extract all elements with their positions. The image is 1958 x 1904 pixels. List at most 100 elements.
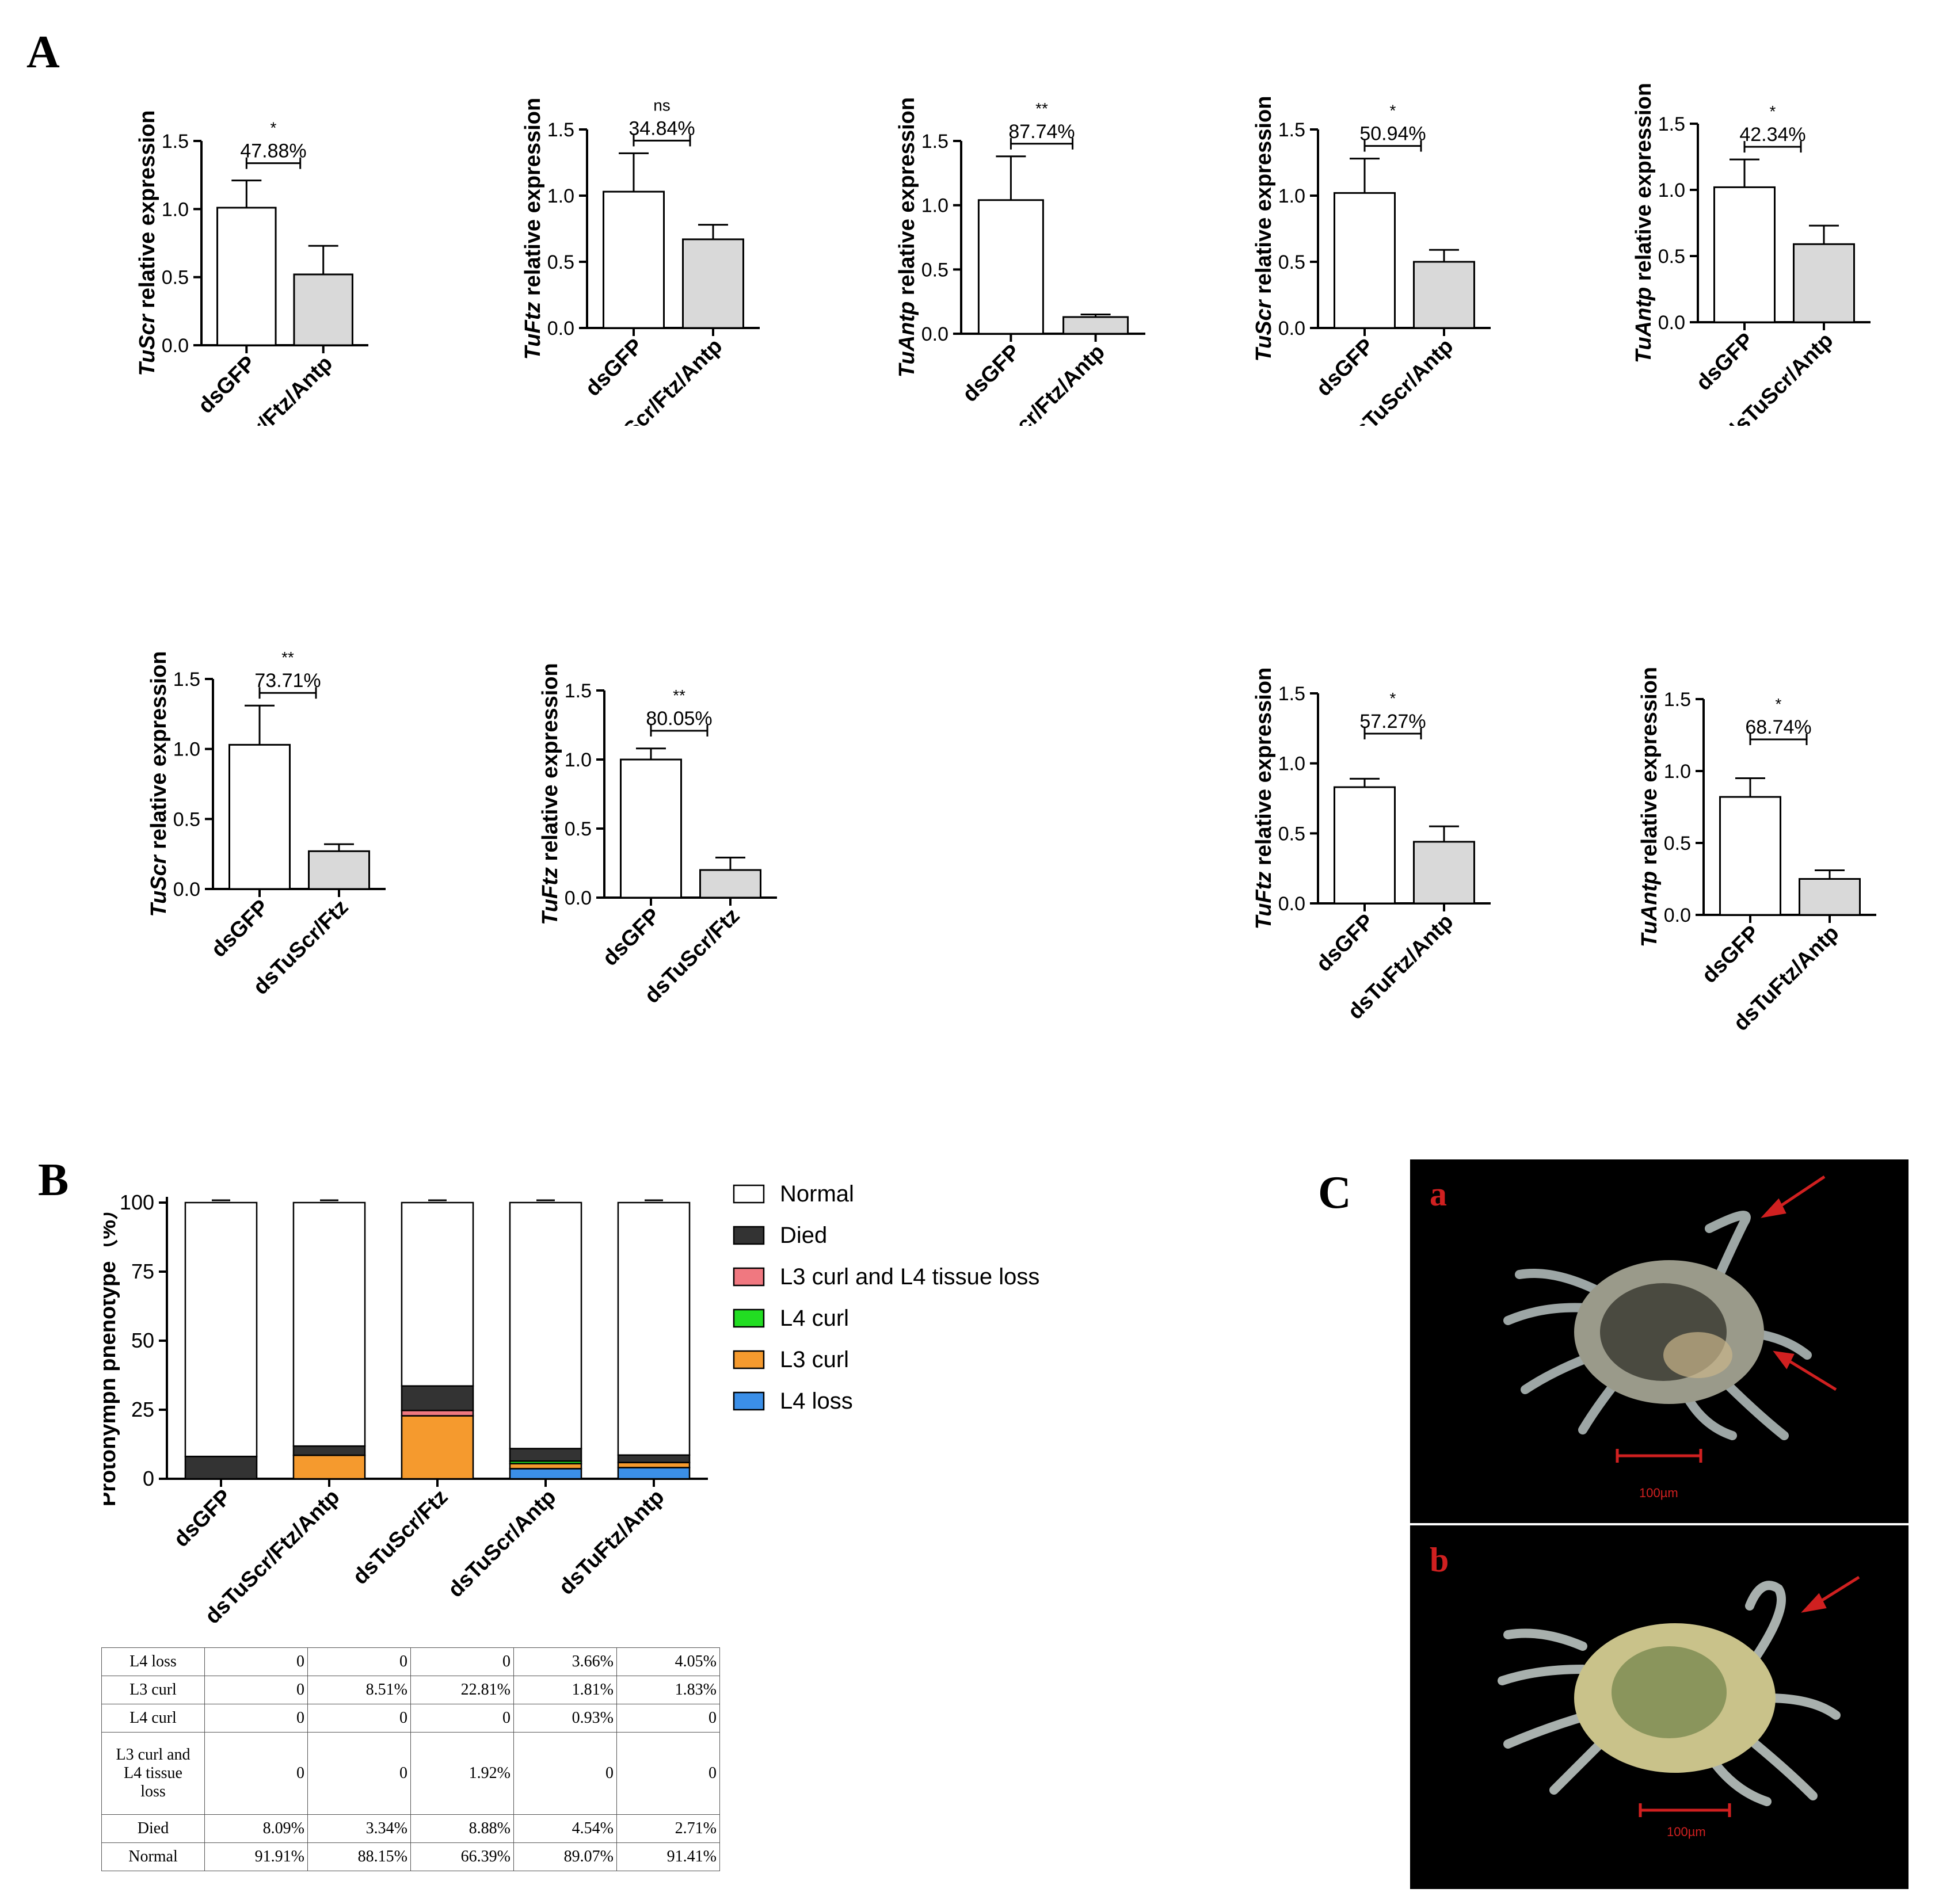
y-tick-label: 0.0	[162, 335, 189, 357]
table-cell: 0	[307, 1732, 411, 1815]
y-axis-label-gene: TuAntp	[1635, 287, 1656, 363]
stacked-segment	[617, 1462, 691, 1468]
legend-label: L4 curl	[780, 1306, 849, 1331]
y-axis-label: TuScr relative expression	[1252, 96, 1276, 362]
y-axis-label-text: relative expression	[1635, 83, 1656, 287]
x-tick-label: dsGFP	[1692, 329, 1758, 395]
control-bar	[603, 190, 665, 329]
table-cell: 0	[410, 1704, 514, 1733]
row-label: L4 curl	[101, 1704, 205, 1733]
y-tick-label: 1.5	[1278, 683, 1305, 705]
y-tick-label: 1.0	[173, 739, 200, 761]
treatment-bar	[293, 273, 353, 346]
y-axis-label-text: relative expression	[1252, 667, 1276, 872]
y-axis-label-text: relative expression	[895, 97, 919, 302]
x-tick-label: dsGFP	[1312, 910, 1378, 976]
row-label-line: L4 tissue	[124, 1764, 182, 1782]
percent-reduction-label: 42.34%	[1739, 124, 1805, 146]
percent-reduction-label: 34.84%	[628, 117, 695, 139]
significance-label: *	[1776, 695, 1782, 713]
table-row: Died 8.09% 3.34% 8.88% 4.54% 2.71%	[101, 1814, 720, 1843]
treatment-bar	[1062, 316, 1129, 335]
y-tick-label: 0.5	[921, 259, 948, 281]
table-cell: 1.92%	[410, 1732, 514, 1815]
y-axis-label-gene: TuFtz	[521, 302, 545, 360]
control-bar	[620, 758, 682, 899]
y-tick-label: 1.0	[1664, 761, 1691, 783]
table-row: Normal 91.91% 88.15% 66.39% 89.07% 91.41…	[101, 1842, 720, 1871]
y-axis-label-gene: TuScr	[147, 854, 171, 917]
significance-label: **	[281, 648, 294, 666]
table-cell: 0	[513, 1732, 617, 1815]
row-label-line: loss	[140, 1783, 166, 1800]
control-bar	[977, 199, 1044, 335]
scale-bar-label: 100µm	[1639, 1486, 1678, 1500]
control-bar	[216, 207, 277, 346]
row-label: L3 curl and L4 tissue loss	[101, 1732, 205, 1815]
x-tick-label: dsGFP	[193, 352, 260, 418]
mite-illustration	[1503, 1175, 1837, 1463]
y-tick-label: 0.0	[1664, 905, 1691, 926]
y-axis-label-text: relative expression	[135, 110, 159, 315]
y-tick-label: 1.0	[1658, 180, 1685, 201]
x-tick-label: dsGFP	[1697, 921, 1764, 988]
x-tick-label: dsGFP	[581, 334, 647, 401]
table-cell: 89.07%	[513, 1842, 617, 1871]
legend-swatch	[733, 1184, 765, 1204]
percent-reduction-label: 68.74%	[1745, 716, 1811, 738]
y-tick-label: 1.0	[565, 749, 592, 771]
y-axis-label-gene: TuScr	[1252, 299, 1276, 361]
percent-reduction-label: 87.74%	[1008, 121, 1075, 143]
stacked-segment	[292, 1454, 366, 1480]
table-cell: 0	[616, 1732, 720, 1815]
significance-label: **	[1035, 100, 1048, 117]
legend-swatch	[733, 1350, 765, 1369]
panel-label-b: B	[38, 1155, 69, 1205]
table-cell: 4.05%	[616, 1647, 720, 1676]
row-label: Died	[101, 1814, 205, 1843]
y-axis-label-text: relative expression	[147, 651, 171, 856]
y-axis-label-gene: TuAntp	[1637, 871, 1662, 947]
y-tick-label: 1.5	[565, 680, 592, 702]
table-row: L4 loss 0 0 0 3.66% 4.05%	[101, 1647, 720, 1676]
y-tick-label: 0.5	[565, 818, 592, 840]
row-label: L4 loss	[101, 1647, 205, 1676]
treatment-bar	[1413, 261, 1475, 329]
stacked-segment	[509, 1201, 582, 1449]
stacked-segment	[509, 1448, 582, 1462]
treatment-bar	[1413, 841, 1475, 905]
control-bar	[1334, 192, 1396, 329]
table-cell: 0	[307, 1704, 411, 1733]
control-bar	[1713, 186, 1776, 323]
legend-swatch	[733, 1391, 765, 1411]
y-tick-label: 0.5	[1658, 246, 1685, 268]
y-tick-label: 0.0	[547, 318, 574, 339]
y-tick-label: 1.0	[547, 185, 574, 207]
legend-label: L3 curl	[780, 1347, 849, 1372]
x-tick-label: dsTuFtz/Antp	[554, 1485, 669, 1600]
x-tick-label: dsGFP	[169, 1485, 236, 1552]
significance-label: *	[1390, 689, 1396, 707]
mite-photo-b: b 100µm	[1410, 1525, 1909, 1889]
percent-reduction-label: 73.71%	[254, 670, 321, 692]
y-axis-label-text: relative expression	[521, 98, 545, 302]
y-axis-label-text: relative expression	[538, 663, 562, 867]
x-tick-label: dsGFP	[958, 340, 1024, 407]
significance-label: *	[271, 119, 277, 137]
y-tick-label: 0.0	[921, 323, 948, 345]
table-cell: 0	[204, 1732, 308, 1815]
x-tick-label: dsTuScr/Antp	[444, 1485, 561, 1602]
y-tick-label: 0.0	[173, 879, 200, 901]
row-label: Normal	[101, 1842, 205, 1871]
significance-label: *	[1770, 102, 1776, 120]
y-axis-label: TuScr relative expression	[135, 110, 159, 376]
photo-tag: a	[1430, 1175, 1447, 1213]
table-cell: 88.15%	[307, 1842, 411, 1871]
stacked-segment	[617, 1454, 691, 1464]
legend-label: L4 loss	[780, 1388, 853, 1414]
